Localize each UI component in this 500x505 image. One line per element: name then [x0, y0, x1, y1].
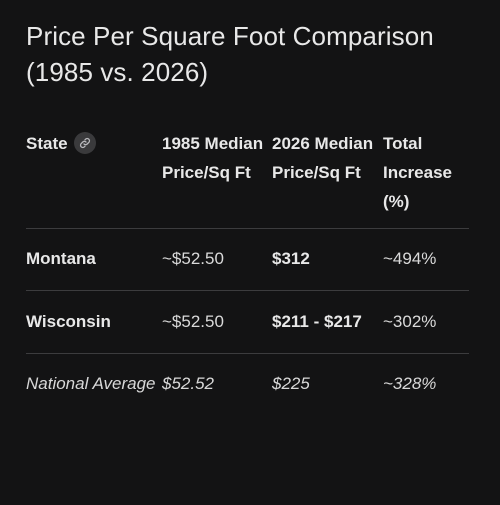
cell-state: Montana [26, 249, 96, 268]
cell-2026: $211 - $217 [272, 312, 362, 331]
comparison-table: State 1985 Median Price/Sq Ft 2026 Media… [26, 129, 469, 415]
link-icon[interactable] [73, 132, 96, 154]
table-row: Wisconsin ~$52.50 $211 - $217 ~302% [26, 291, 469, 354]
cell-1985: $52.52 [162, 374, 214, 393]
header-increase: Total Increase (%) [383, 134, 452, 211]
cell-1985: ~$52.50 [162, 312, 224, 331]
cell-state: National Average [26, 374, 156, 393]
header-state-label: State [26, 134, 68, 153]
table-row: National Average $52.52 $225 ~328% [26, 354, 469, 416]
cell-increase: ~328% [383, 374, 437, 393]
cell-1985: ~$52.50 [162, 249, 224, 268]
cell-2026: $225 [272, 374, 310, 393]
cell-state: Wisconsin [26, 312, 111, 331]
table-row: Montana ~$52.50 $312 ~494% [26, 229, 469, 291]
header-state: State [26, 129, 162, 229]
header-row: State 1985 Median Price/Sq Ft 2026 Media… [26, 129, 469, 229]
cell-increase: ~494% [383, 249, 437, 268]
cell-2026: $312 [272, 249, 310, 268]
header-1985: 1985 Median Price/Sq Ft [162, 134, 264, 182]
page-title: Price Per Square Foot Comparison (1985 v… [26, 21, 434, 87]
header-2026: 2026 Median Price/Sq Ft [272, 134, 374, 182]
cell-increase: ~302% [383, 312, 437, 331]
